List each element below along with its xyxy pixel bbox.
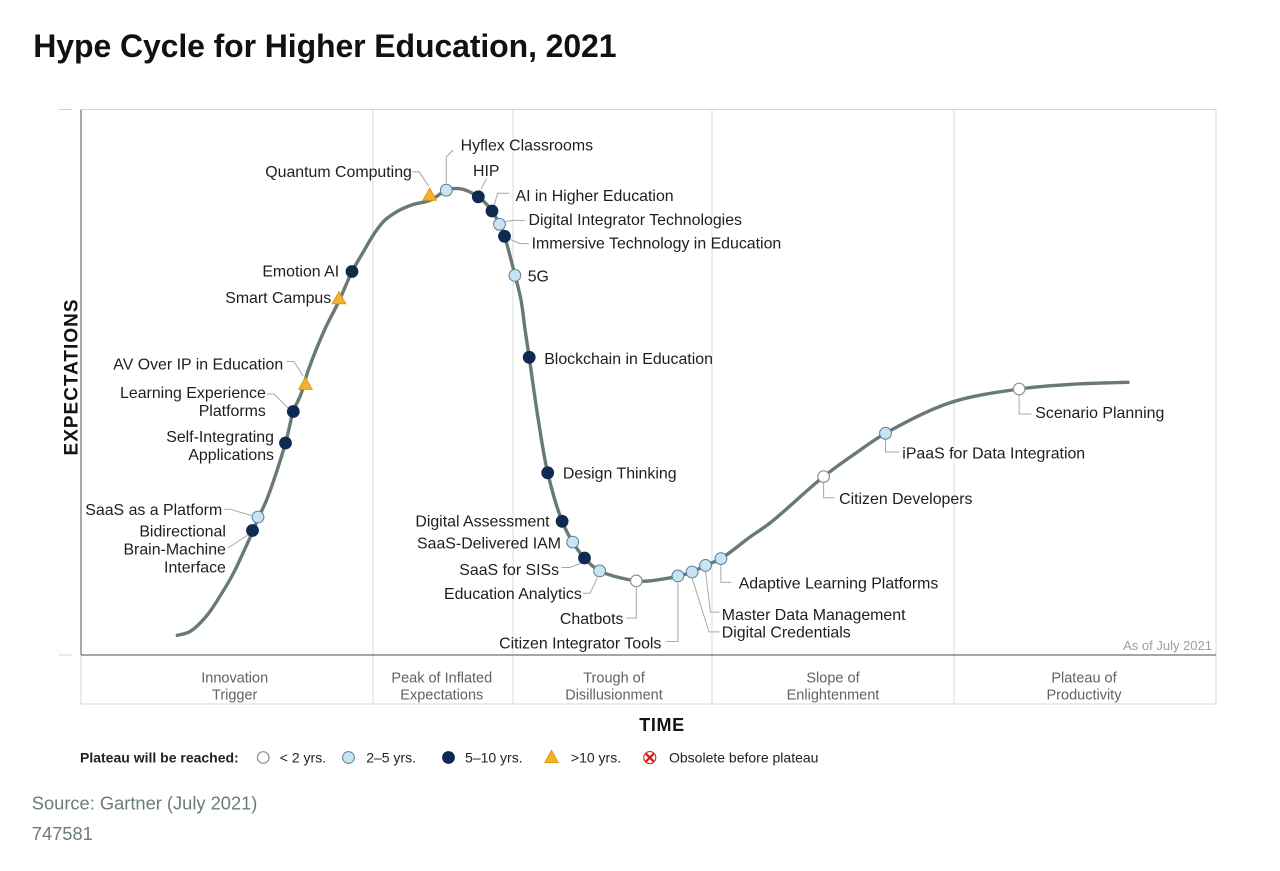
svg-text:Quantum Computing: Quantum Computing — [265, 164, 412, 181]
svg-text:Citizen Developers: Citizen Developers — [839, 491, 972, 508]
svg-text:Blockchain in Education: Blockchain in Education — [544, 351, 713, 368]
svg-text:Trigger: Trigger — [212, 687, 258, 703]
svg-text:Bidirectional: Bidirectional — [139, 524, 226, 541]
svg-text:Slope of: Slope of — [806, 670, 860, 686]
svg-text:Trough of: Trough of — [583, 670, 645, 686]
svg-text:>10 yrs.: >10 yrs. — [571, 750, 621, 766]
svg-text:AV Over IP in Education: AV Over IP in Education — [113, 357, 283, 374]
svg-text:Plateau of: Plateau of — [1051, 670, 1117, 686]
svg-text:AI in Higher Education: AI in Higher Education — [516, 188, 674, 205]
svg-text:SaaS for SISs: SaaS for SISs — [459, 562, 559, 579]
svg-text:Expectations: Expectations — [400, 687, 483, 703]
svg-text:2–5 yrs.: 2–5 yrs. — [366, 750, 416, 766]
svg-text:Emotion AI: Emotion AI — [262, 264, 339, 281]
svg-text:Plateau will be reached:: Plateau will be reached: — [80, 750, 239, 766]
svg-text:Self-Integrating: Self-Integrating — [166, 429, 274, 446]
svg-text:Platforms: Platforms — [199, 403, 266, 420]
svg-text:Hype Cycle for Higher Educatio: Hype Cycle for Higher Education, 2021 — [33, 28, 616, 64]
svg-text:Digital Assessment: Digital Assessment — [415, 514, 550, 531]
svg-text:Brain-Machine: Brain-Machine — [123, 542, 226, 559]
svg-text:Applications: Applications — [188, 447, 274, 464]
svg-text:iPaaS for Data Integration: iPaaS for Data Integration — [902, 446, 1085, 463]
svg-text:TIME: TIME — [639, 715, 684, 735]
svg-text:Obsolete before plateau: Obsolete before plateau — [669, 750, 818, 766]
svg-text:Digital Integrator Technologie: Digital Integrator Technologies — [529, 212, 743, 229]
svg-text:747581: 747581 — [32, 823, 93, 844]
svg-text:Interface: Interface — [164, 560, 226, 577]
svg-text:< 2 yrs.: < 2 yrs. — [280, 750, 326, 766]
svg-text:Citizen Integrator Tools: Citizen Integrator Tools — [499, 636, 661, 653]
svg-text:Source: Gartner (July 2021): Source: Gartner (July 2021) — [32, 793, 258, 814]
svg-text:Master Data Management: Master Data Management — [722, 607, 906, 624]
svg-text:EXPECTATIONS: EXPECTATIONS — [62, 299, 83, 456]
svg-text:Learning Experience: Learning Experience — [120, 385, 266, 402]
svg-text:Disillusionment: Disillusionment — [565, 687, 663, 703]
svg-text:Hyflex Classrooms: Hyflex Classrooms — [461, 137, 594, 154]
svg-text:SaaS-Delivered IAM: SaaS-Delivered IAM — [417, 535, 561, 552]
svg-text:Peak of Inflated: Peak of Inflated — [391, 670, 492, 686]
svg-text:Design Thinking: Design Thinking — [563, 465, 677, 482]
svg-text:Productivity: Productivity — [1047, 687, 1123, 703]
svg-text:HIP: HIP — [473, 163, 500, 180]
svg-text:SaaS as a Platform: SaaS as a Platform — [85, 502, 222, 519]
svg-text:Immersive Technology in Educat: Immersive Technology in Education — [532, 236, 782, 253]
svg-text:Enlightenment: Enlightenment — [787, 687, 880, 703]
svg-text:As of July 2021: As of July 2021 — [1123, 638, 1212, 653]
svg-text:5–10 yrs.: 5–10 yrs. — [465, 750, 523, 766]
svg-text:Scenario Planning: Scenario Planning — [1035, 405, 1164, 422]
svg-text:Digital Credentials: Digital Credentials — [722, 625, 851, 642]
svg-text:Adaptive Learning Platforms: Adaptive Learning Platforms — [739, 576, 939, 593]
svg-text:Smart Campus: Smart Campus — [225, 290, 331, 307]
svg-text:Chatbots: Chatbots — [560, 611, 624, 628]
svg-text:5G: 5G — [528, 269, 549, 286]
svg-text:Innovation: Innovation — [201, 670, 268, 686]
svg-text:Education Analytics: Education Analytics — [444, 586, 582, 603]
